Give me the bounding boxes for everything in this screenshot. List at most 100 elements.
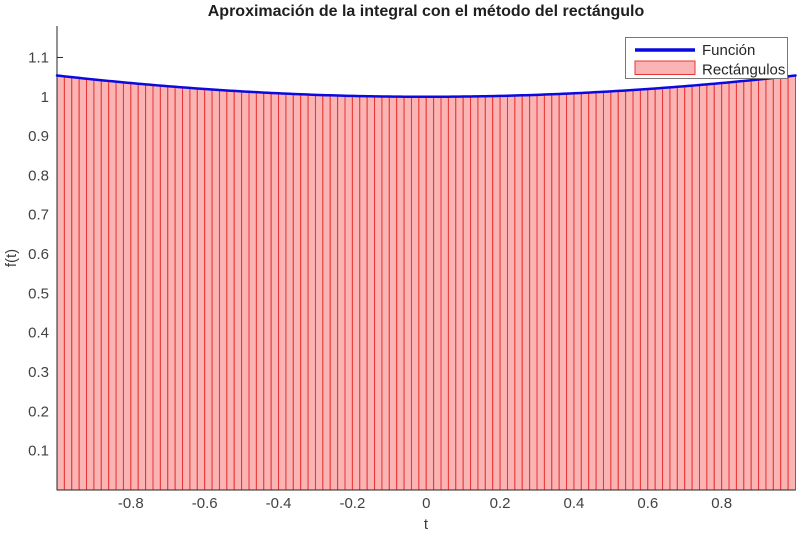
rectangle-bar xyxy=(706,83,715,491)
rectangle-bar xyxy=(204,88,213,491)
rectangle-bar xyxy=(506,95,516,491)
tick-labels-layer: -0.8 -0.6 -0.4 -0.2 0 0.2 0.4 0.6 0.8 0.1 0.2 0.3 0.… xyxy=(28,49,732,512)
axis-spines xyxy=(56,26,796,491)
rectangle-bar xyxy=(735,80,745,491)
rectangle-bar xyxy=(521,94,531,491)
rectangle-bar xyxy=(115,81,124,491)
rectangle-bar xyxy=(285,93,294,491)
rectangle-bar xyxy=(137,83,147,491)
y-tick-label: 0.6 xyxy=(28,246,49,263)
x-tick-label: 0.6 xyxy=(637,495,658,512)
rectangle-bar xyxy=(78,77,88,491)
rectangle-bar xyxy=(248,91,257,491)
rectangle-bar xyxy=(787,75,796,491)
rectangle-bar xyxy=(211,89,220,491)
function-line xyxy=(55,74,797,99)
rectangle-bar xyxy=(425,96,435,491)
rectangle-bar xyxy=(108,80,117,491)
rectangle-bar xyxy=(122,82,132,491)
rectangle-bar xyxy=(529,94,538,491)
rectangle-bar xyxy=(403,96,412,491)
y-tick-label: 0.7 xyxy=(28,207,49,224)
rectangle-bar xyxy=(440,96,449,491)
rectangle-bar xyxy=(329,94,339,491)
rectangle-bar xyxy=(152,84,161,491)
rectangle-bar xyxy=(56,75,65,491)
rectangle-bar xyxy=(145,84,154,491)
rectangle-bar xyxy=(698,84,708,491)
rectangle-bar xyxy=(477,95,486,491)
rectangle-bar xyxy=(462,96,472,491)
rectangle-bar xyxy=(381,96,390,491)
rectangle-bar xyxy=(388,96,398,491)
rectangle-bar xyxy=(543,93,553,491)
x-tick-label: 0.4 xyxy=(564,495,585,512)
rectangle-bar xyxy=(447,96,457,491)
rectangle-bar xyxy=(300,93,309,491)
rectangle-bar xyxy=(189,87,198,491)
rectangle-bar xyxy=(93,79,102,491)
rectangle-bar xyxy=(743,80,752,491)
rectangle-bar xyxy=(182,87,191,491)
rectangle-bar xyxy=(470,95,479,491)
rectangle-bar xyxy=(691,84,700,491)
rectangle-bar xyxy=(765,77,774,491)
rectangle-bar xyxy=(410,96,420,491)
rectangle-bar xyxy=(662,87,671,491)
x-tick-label: -0.2 xyxy=(339,495,365,512)
rectangle-bar xyxy=(100,80,110,491)
y-axis-label: f(t) xyxy=(3,249,20,267)
riemann-rectangles xyxy=(56,75,796,491)
rectangle-bar xyxy=(130,82,139,491)
rectangle-bar xyxy=(322,94,331,491)
y-tick-label: 0.3 xyxy=(28,364,49,381)
rectangle-bar xyxy=(307,94,316,491)
rectangle-bar xyxy=(270,92,280,491)
rectangle-bar xyxy=(344,95,353,491)
legend-patch-sample xyxy=(634,60,696,75)
rectangle-bar xyxy=(514,94,523,491)
rectangle-bar xyxy=(625,89,634,491)
rectangle-bar xyxy=(218,89,228,491)
x-tick-label: -0.8 xyxy=(118,495,144,512)
x-tick-label: 0.8 xyxy=(711,495,732,512)
y-tick-label: 1.1 xyxy=(28,49,49,66)
rectangle-bar xyxy=(750,79,760,491)
rectangle-bar xyxy=(610,90,619,491)
rectangle-bar xyxy=(492,95,501,491)
legend-label-rectangulos: Rectángulos xyxy=(702,62,785,79)
rectangle-bar xyxy=(684,85,693,491)
rectangle-bar xyxy=(167,86,176,491)
rectangle-bar xyxy=(676,86,686,491)
rectangle-bar xyxy=(551,93,560,491)
rectangle-bar xyxy=(374,95,383,491)
rectangle-bar xyxy=(484,95,494,491)
legend: Función Rectángulos xyxy=(625,37,788,79)
rectangle-bar xyxy=(758,78,767,491)
y-tick-label: 0.4 xyxy=(28,325,49,342)
rectangle-bar xyxy=(639,88,649,491)
legend-label-funcion: Función xyxy=(702,42,755,59)
rectangle-bar xyxy=(86,78,95,491)
rectangle-bar xyxy=(433,96,442,491)
rectangle-bar xyxy=(780,76,789,491)
function-curve xyxy=(55,74,797,99)
rectangle-bar xyxy=(536,94,545,491)
rectangle-bar xyxy=(632,89,641,491)
rectangle-bar xyxy=(654,87,664,491)
rectangle-bar xyxy=(255,91,265,491)
y-tick-label: 1 xyxy=(41,89,49,106)
y-tick-label: 0.9 xyxy=(28,128,49,145)
rectangle-bar xyxy=(263,92,272,491)
rectangle-bar xyxy=(396,96,405,491)
rectangle-bar xyxy=(566,92,575,491)
x-tick-label: 0.2 xyxy=(490,495,511,512)
rectangle-bar xyxy=(159,85,169,491)
rectangle-bar xyxy=(617,90,627,491)
rectangle-bar xyxy=(713,82,723,491)
rectangle-bar xyxy=(278,92,287,491)
rectangle-bar xyxy=(292,93,302,491)
x-tick-label: 0 xyxy=(422,495,430,512)
rectangle-bar xyxy=(314,94,324,491)
rectangle-bar xyxy=(602,91,612,491)
